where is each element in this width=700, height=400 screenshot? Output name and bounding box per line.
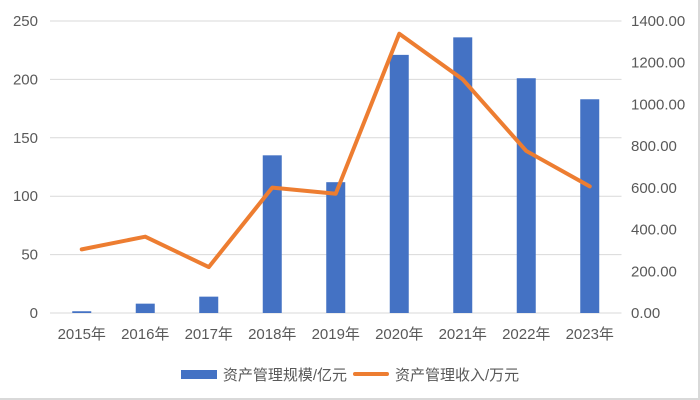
bar (135, 303, 155, 313)
legend-item-line: 资产管理收入/万元 (353, 364, 519, 385)
legend-bar-label: 资产管理规模/亿元 (222, 366, 347, 384)
x-tick-label: 2019年 (312, 326, 360, 343)
x-tick-label: 2016年 (121, 326, 169, 343)
right-tick-label: 0.00 (631, 305, 660, 322)
right-tick-label: 400.00 (631, 222, 677, 239)
left-tick-label: 0 (30, 305, 38, 322)
right-tick-label: 1200.00 (631, 55, 685, 72)
bar-swatch-icon (180, 369, 217, 379)
bar (580, 99, 600, 313)
bar (389, 54, 409, 313)
x-tick-label: 2021年 (439, 326, 487, 343)
left-tick-label: 250 (13, 13, 38, 30)
left-axis-ticks: 0 50 100 150 200 250 (13, 13, 38, 322)
bar (326, 182, 346, 313)
right-tick-label: 1400.00 (631, 13, 685, 30)
legend-item-bar: 资产管理规模/亿元 (180, 364, 347, 385)
x-axis-ticks: 2015年 2016年 2017年 2018年 2019年 2020年 2021年 2022年… (58, 326, 614, 343)
x-tick-label: 2023年 (566, 326, 614, 343)
line-swatch-icon (353, 372, 389, 376)
left-tick-label: 100 (13, 188, 38, 205)
bar-series-asset-scale (72, 37, 600, 314)
legend-line-label: 资产管理收入/万元 (395, 366, 520, 384)
right-tick-label: 1000.00 (631, 96, 685, 113)
left-tick-label: 150 (13, 130, 38, 147)
line-series-asset-income (79, 31, 592, 270)
left-tick-label: 200 (13, 71, 38, 88)
legend: 资产管理规模/亿元 资产管理收入/万元 (0, 360, 700, 388)
x-tick-label: 2015年 (58, 326, 106, 343)
bar (262, 155, 282, 313)
right-tick-label: 600.00 (631, 180, 677, 197)
right-axis-ticks: 0.00 200.00 400.00 600.00 800.00 1000.00 1200.… (631, 13, 685, 322)
bar (199, 296, 219, 313)
right-tick-label: 800.00 (631, 138, 677, 155)
line-path (79, 31, 592, 270)
x-tick-label: 2020年 (375, 326, 423, 343)
bar (72, 311, 92, 313)
right-tick-label: 200.00 (631, 263, 677, 280)
x-tick-label: 2018年 (248, 326, 296, 343)
bar (516, 78, 536, 314)
bar (453, 37, 473, 314)
x-tick-label: 2017年 (185, 326, 233, 343)
x-tick-label: 2022年 (502, 326, 550, 343)
left-tick-label: 50 (21, 247, 38, 264)
